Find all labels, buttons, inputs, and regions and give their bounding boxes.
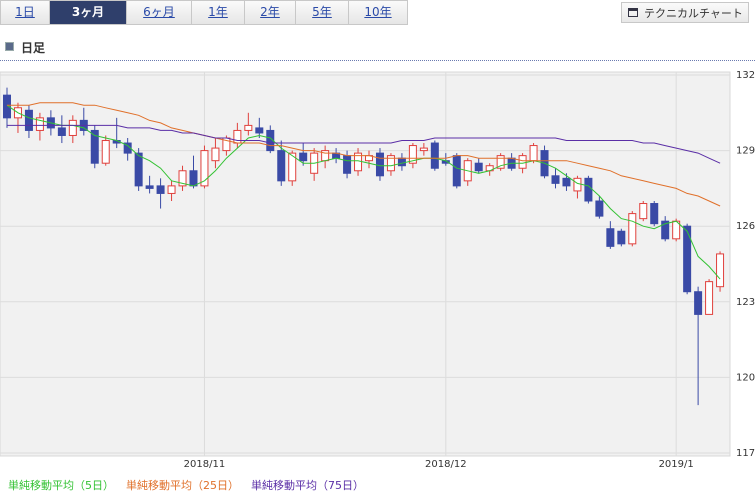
candle-body <box>156 185 165 194</box>
period-tab[interactable]: 6ヶ月 <box>127 0 192 25</box>
y-tick-label: 120 <box>736 372 755 383</box>
candle-body <box>386 155 395 172</box>
x-tick-label: 2018/11 <box>184 459 226 470</box>
candle-body <box>57 127 66 136</box>
candle-body <box>68 119 77 136</box>
y-tick-label: 132 <box>736 70 755 81</box>
candle-body <box>90 129 99 164</box>
candle-body <box>35 117 44 131</box>
legend-entry: 単純移動平均（25日） <box>126 479 239 492</box>
candle-body <box>474 162 483 172</box>
candle-body <box>452 155 461 187</box>
period-tab[interactable]: 1日 <box>0 0 50 25</box>
period-tab[interactable]: 10年 <box>349 0 408 25</box>
period-tab[interactable]: 1年 <box>192 0 245 25</box>
candle-body <box>650 203 659 225</box>
candle-body <box>244 124 253 131</box>
moving-average-line <box>7 102 721 207</box>
candle-body <box>189 170 198 187</box>
candle-body <box>408 145 417 164</box>
period-tab[interactable]: 2年 <box>245 0 296 25</box>
candle-body <box>529 145 538 162</box>
candle-body <box>288 152 297 182</box>
candle-body <box>551 175 560 184</box>
candle-body <box>639 203 648 220</box>
candle-body <box>628 213 637 245</box>
period-tab[interactable]: 5年 <box>296 0 349 25</box>
candle-body <box>397 157 406 167</box>
period-heading: 日足 <box>5 39 45 56</box>
candle-body <box>277 150 286 182</box>
moving-average-line <box>7 124 721 164</box>
x-tick-label: 2018/12 <box>425 459 467 470</box>
legend: 単純移動平均（5日） 単純移動平均（25日） 単純移動平均（75日） <box>8 477 376 493</box>
legend-entry: 単純移動平均（75日） <box>251 479 364 492</box>
candle-body <box>178 170 187 187</box>
candle-body <box>123 142 132 154</box>
candle-body <box>419 147 428 152</box>
candle-body <box>24 109 33 131</box>
candle-body <box>661 220 670 240</box>
candle-body <box>375 152 384 177</box>
candle-body <box>211 147 220 162</box>
candle-body <box>606 228 615 247</box>
period-label: 日足 <box>21 41 46 55</box>
candle-body <box>617 230 626 245</box>
x-tick-label: 2019/1 <box>659 459 694 470</box>
y-tick-label: 123 <box>736 297 755 308</box>
candle-body <box>145 185 154 189</box>
candle-body <box>573 177 582 192</box>
candle-body <box>101 140 110 164</box>
moving-average-line <box>6 104 721 280</box>
candle-body <box>200 150 209 187</box>
divider <box>0 60 755 61</box>
candle-body <box>584 177 593 202</box>
candle-body <box>343 155 352 174</box>
candle-body <box>562 177 571 187</box>
candle-body <box>595 200 604 217</box>
candle-body <box>518 155 527 169</box>
y-tick-label: 126 <box>736 221 755 232</box>
candle-body <box>694 291 703 315</box>
y-tick-label: 117 <box>736 448 755 459</box>
plot-area <box>0 71 731 457</box>
candle-body <box>167 185 176 194</box>
candle-body <box>255 127 264 134</box>
candle-body <box>299 152 308 162</box>
candle-body <box>683 225 692 293</box>
legend-entry: 単純移動平均（5日） <box>8 479 114 492</box>
candle-body <box>705 281 714 315</box>
candle-body <box>496 155 505 169</box>
candle-body <box>233 129 242 144</box>
candle-body <box>716 253 725 288</box>
candle-body <box>3 94 11 119</box>
candle-body <box>430 142 439 169</box>
button-label: テクニカルチャート <box>644 7 743 20</box>
candle-body <box>134 152 143 187</box>
y-tick-label: 129 <box>736 146 755 157</box>
period-tabs: 1日 3ヶ月 6ヶ月 1年 2年 5年 10年 <box>0 0 408 25</box>
technical-chart-button[interactable]: テクニカルチャート <box>621 2 749 23</box>
period-tab[interactable]: 3ヶ月 <box>50 0 127 25</box>
